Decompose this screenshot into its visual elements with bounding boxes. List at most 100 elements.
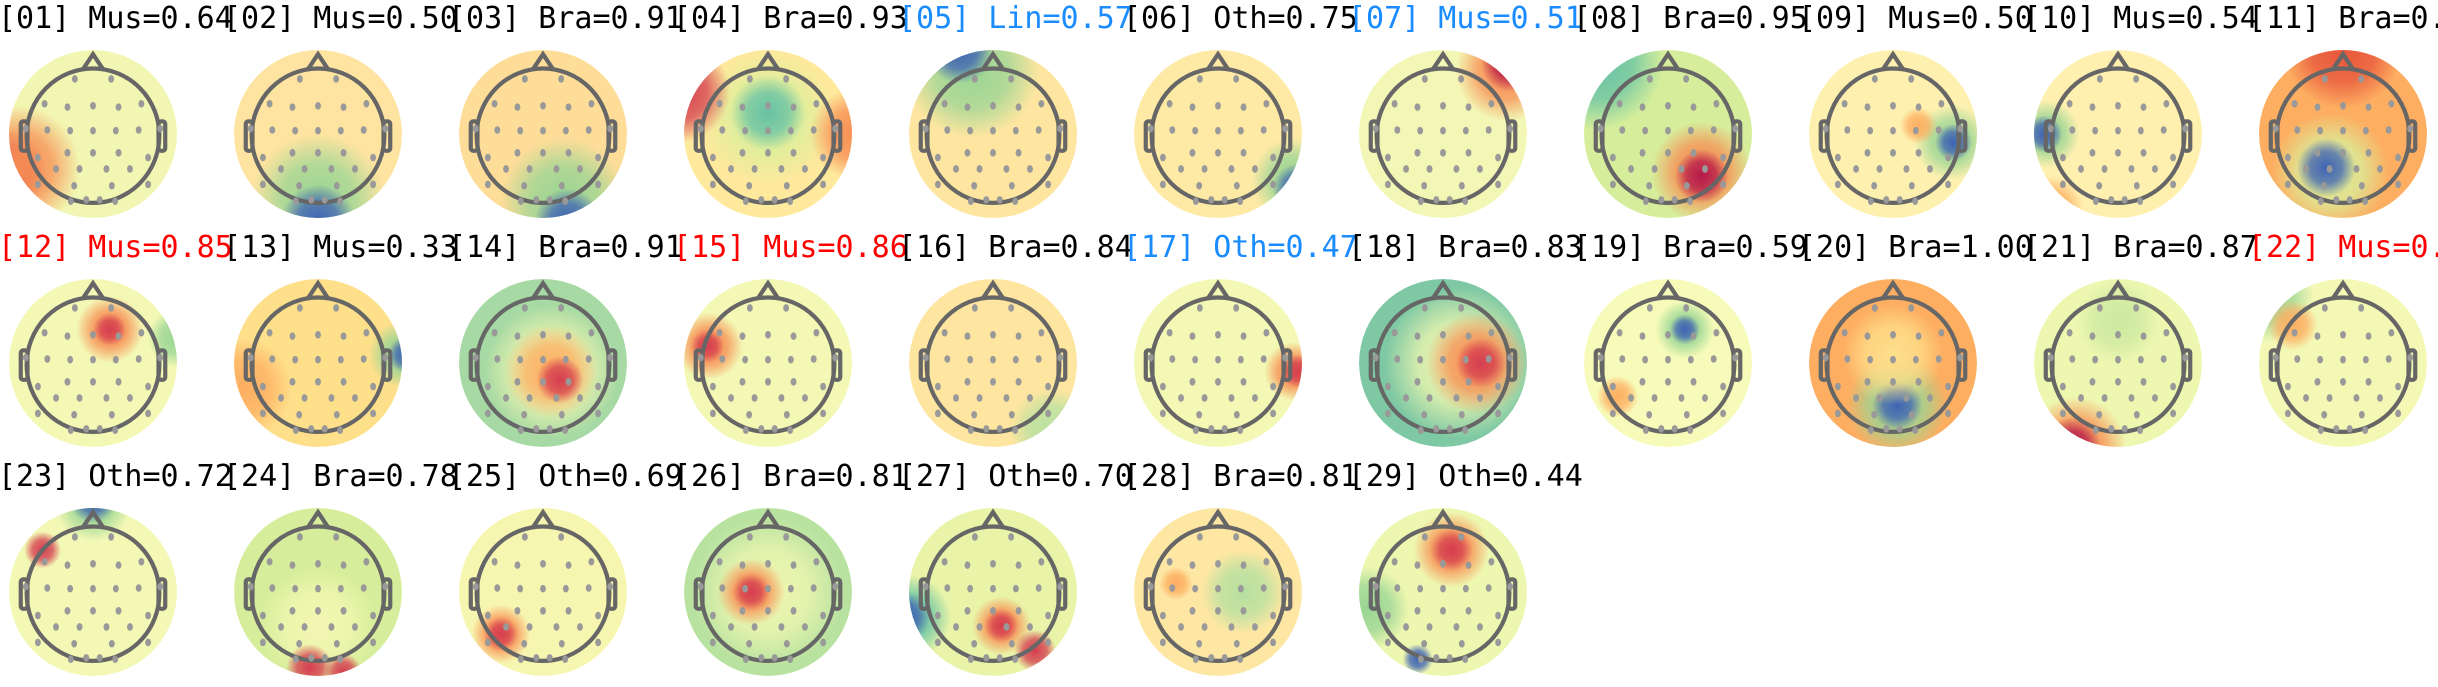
electrode-marker (922, 124, 929, 133)
electrode-marker (2047, 124, 2054, 133)
electrode-marker (2078, 165, 2084, 173)
electrode-marker (967, 426, 974, 434)
component-label: [21] Bra=0.87 (2023, 230, 2258, 265)
electrode-marker (1035, 584, 1042, 592)
electrode-marker (742, 197, 749, 205)
electrode-marker (990, 559, 996, 568)
electrode-marker (1159, 638, 1166, 647)
electrode-marker (2101, 394, 2108, 402)
electrode-marker (1421, 304, 1428, 312)
electrode-marker (742, 126, 749, 135)
electrode-marker (491, 557, 498, 566)
electrode-marker (2089, 149, 2096, 157)
electrode-marker (1384, 611, 1391, 620)
electrode-marker (64, 332, 71, 340)
electrode-marker (1414, 103, 1421, 111)
electrode-marker (1690, 378, 1697, 386)
electrode-marker (728, 623, 734, 631)
scalp-topomap (9, 279, 177, 447)
electrode-marker (514, 378, 521, 386)
electrode-marker (934, 153, 941, 162)
electrode-marker (112, 197, 119, 205)
electrode-marker (540, 559, 546, 568)
electrode-marker (333, 533, 340, 541)
electrode-marker (558, 533, 565, 541)
electrode-marker (1458, 75, 1465, 83)
electrode-marker (1883, 196, 1890, 204)
electrode-marker (1507, 124, 1514, 133)
electrode-marker (1462, 126, 1469, 135)
electrode-marker (765, 330, 771, 339)
electrode-marker (2321, 410, 2328, 419)
electrode-marker (1421, 533, 1428, 541)
electrode-marker (145, 153, 152, 162)
electrode-marker (1440, 355, 1446, 364)
electrode-marker (1915, 149, 1922, 157)
electrode-marker (697, 124, 704, 133)
electrode-marker (832, 353, 839, 362)
electrode-marker (565, 378, 572, 386)
electrode-marker (1414, 607, 1421, 615)
electrode-marker (278, 394, 284, 402)
electrode-marker (1458, 639, 1465, 648)
electrode-marker (1417, 655, 1424, 663)
electrode-marker (1215, 584, 1221, 593)
electrode-marker (1465, 332, 1472, 340)
electrode-marker (289, 149, 296, 157)
electrode-marker (765, 149, 771, 157)
electrode-marker (996, 654, 1003, 662)
electrode-marker (1458, 304, 1465, 312)
electrode-marker (971, 181, 978, 190)
electrode-marker (340, 607, 347, 615)
electrode-marker (1908, 75, 1915, 83)
component-label: [15] Mus=0.86 (673, 230, 908, 265)
electrode-marker (1196, 181, 1203, 190)
electrode-marker (337, 355, 344, 364)
scalp-topomap (1359, 279, 1527, 447)
electrode-marker (2096, 410, 2103, 419)
component-label: [11] Bra=0.99 (2248, 1, 2438, 36)
electrode-marker (112, 355, 119, 364)
topomap-cell: [05] Lin=0.57 (898, 0, 1133, 229)
activation-blob (732, 573, 770, 611)
electrode-marker (1871, 304, 1878, 312)
electrode-marker (1233, 533, 1240, 541)
electrode-marker (996, 196, 1003, 204)
electrode-marker (1233, 75, 1240, 83)
topomap-cell: [26] Bra=0.81 (673, 458, 908, 687)
electrode-marker (1015, 103, 1022, 111)
electrode-marker (292, 426, 299, 434)
electrode-marker (820, 153, 827, 162)
activation-blob (484, 617, 518, 651)
electrode-marker (1012, 655, 1019, 663)
electrode-marker (1012, 355, 1019, 364)
electrode-marker (90, 355, 96, 364)
activation-blob (730, 75, 806, 151)
electrode-marker (1215, 330, 1221, 339)
electrode-marker (115, 378, 122, 386)
electrode-marker (337, 126, 344, 135)
electrode-marker (790, 378, 797, 386)
electrode-marker (472, 124, 479, 133)
electrode-marker (1215, 149, 1221, 157)
electrode-marker (1012, 197, 1019, 205)
electrode-marker (71, 181, 78, 190)
electrode-marker (751, 165, 758, 173)
electrode-marker (533, 654, 540, 662)
electrode-marker (521, 181, 528, 190)
electrode-marker (292, 197, 299, 205)
electrode-marker (157, 582, 164, 591)
topomap-cell: [17] Oth=0.47 (1123, 229, 1358, 458)
electrode-marker (315, 330, 321, 339)
electrode-marker (491, 99, 498, 108)
electrode-marker (2321, 75, 2328, 83)
electrode-marker (259, 409, 266, 418)
electrode-marker (1240, 103, 1247, 111)
electrode-marker (934, 382, 941, 391)
electrode-marker (2407, 124, 2414, 133)
electrode-marker (607, 582, 614, 591)
electrode-marker (1196, 75, 1203, 83)
electrode-marker (1403, 394, 1409, 402)
electrode-marker (719, 355, 726, 363)
electrode-marker (315, 149, 321, 157)
